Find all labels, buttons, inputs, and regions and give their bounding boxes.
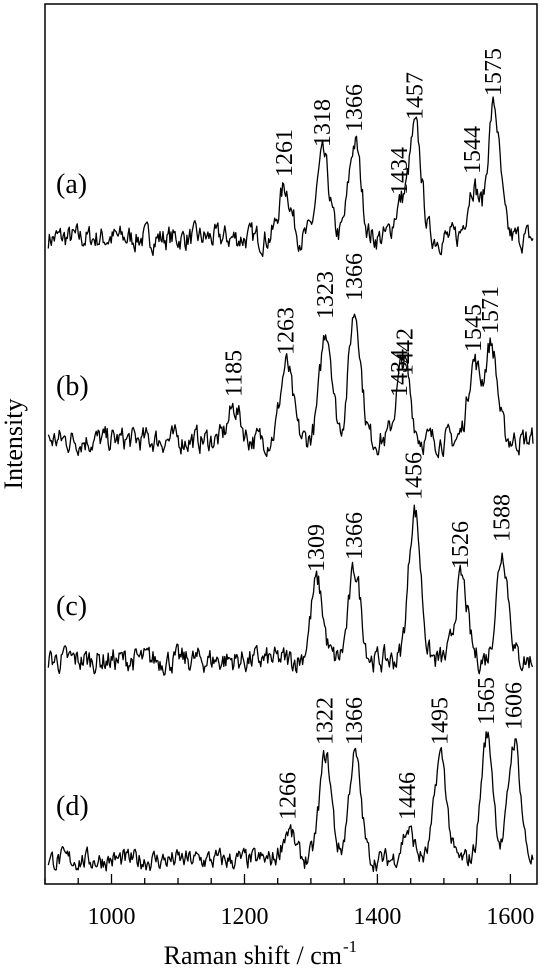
plot-frame bbox=[44, 3, 538, 885]
y-axis-label: Intensity bbox=[0, 399, 28, 490]
peak-label: 1575 bbox=[481, 48, 507, 96]
peak-label: 1565 bbox=[474, 677, 500, 725]
peak-label: 1261 bbox=[272, 129, 298, 177]
peak-label: 1366 bbox=[342, 697, 368, 745]
peak-label: 1323 bbox=[313, 271, 339, 319]
x-tick-label: 1200 bbox=[221, 904, 269, 930]
peak-label: 1588 bbox=[489, 494, 515, 542]
peak-label: 1366 bbox=[342, 84, 368, 132]
peak-label: 1571 bbox=[478, 286, 504, 334]
peak-label: 1434 bbox=[387, 349, 413, 397]
peak-label: 1457 bbox=[402, 72, 428, 120]
series-label: (c) bbox=[56, 591, 87, 622]
x-tick-label: 1400 bbox=[353, 904, 401, 930]
spectrum-line-2 bbox=[47, 313, 534, 459]
peak-label: 1495 bbox=[428, 697, 454, 745]
spectrum-line-4 bbox=[47, 731, 534, 873]
peak-label: 1266 bbox=[275, 772, 301, 820]
peak-label: 1446 bbox=[395, 772, 421, 820]
peak-label: 1456 bbox=[402, 452, 428, 500]
peak-label: 1309 bbox=[304, 524, 330, 572]
peak-label: 1263 bbox=[273, 307, 299, 355]
x-tick-label: 1000 bbox=[88, 904, 136, 930]
series-label: (a) bbox=[56, 169, 87, 200]
peak-label: 1318 bbox=[310, 99, 336, 147]
x-axis-label-superscript: -1 bbox=[343, 937, 357, 956]
peak-label: 1185 bbox=[222, 350, 248, 397]
peak-label: 1322 bbox=[313, 697, 339, 745]
peak-label: 1526 bbox=[448, 521, 474, 569]
peak-label: 1434 bbox=[387, 147, 413, 195]
x-axis-ticks: 1000 1200 1400 1600 bbox=[44, 874, 534, 930]
peak-label: 1545 bbox=[461, 304, 487, 352]
spectrum-line-3 bbox=[47, 504, 534, 676]
x-tick-label: 1600 bbox=[486, 904, 534, 930]
peak-label: 1442 bbox=[392, 328, 418, 376]
spectrum-traces bbox=[47, 96, 534, 873]
series-labels: (a) (b) (c) (d) bbox=[56, 169, 89, 822]
series-label: (d) bbox=[56, 791, 89, 822]
peak-label: 1366 bbox=[342, 253, 368, 301]
spectrum-line-1 bbox=[47, 96, 534, 258]
series-label: (b) bbox=[56, 371, 89, 402]
peak-label: 1366 bbox=[342, 512, 368, 560]
x-axis-label: Raman shift / cm bbox=[164, 941, 342, 970]
peak-label: 1606 bbox=[501, 682, 527, 730]
peak-label: 1544 bbox=[460, 126, 486, 174]
